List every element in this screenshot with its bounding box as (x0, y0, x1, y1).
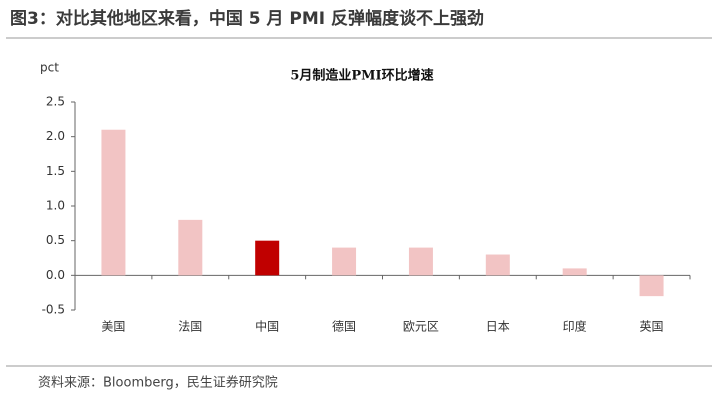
x-tick-label: 英国 (640, 320, 664, 334)
chart-title: 5月制造业PMI环比增速 (290, 68, 433, 84)
source: 资料来源：Bloomberg，民生证券研究院 (38, 375, 278, 391)
y-tick-label: 2.5 (46, 95, 65, 109)
x-tick-label: 中国 (255, 319, 279, 334)
bar (332, 247, 357, 276)
y-tick-label: 2.0 (46, 129, 65, 143)
y-tick-label: 0.5 (46, 233, 65, 247)
page-title: 图3：对比其他地区来看，中国 5 月 PMI 反弹幅度谈不上强劲 (10, 8, 484, 29)
x-tick-label: 法国 (178, 320, 202, 334)
x-tick-label: 日本 (486, 320, 510, 334)
bar (178, 219, 203, 276)
x-tick-label: 欧元区 (403, 320, 439, 334)
y-tick-label: 1.5 (46, 164, 65, 178)
bar (101, 129, 126, 276)
y-tick-label: 1.0 (46, 199, 65, 213)
bar (639, 275, 664, 297)
bar (408, 247, 433, 276)
bar (255, 240, 280, 276)
y-tick-label: 0.0 (46, 268, 65, 282)
y-axis-label: pct (40, 61, 59, 75)
x-tick-label: 德国 (332, 319, 356, 334)
bar (562, 268, 587, 276)
y-tick-label: -0.5 (42, 303, 65, 317)
x-tick-label: 印度 (563, 319, 587, 334)
x-tick-label: 美国 (101, 320, 125, 334)
bar (485, 254, 510, 276)
